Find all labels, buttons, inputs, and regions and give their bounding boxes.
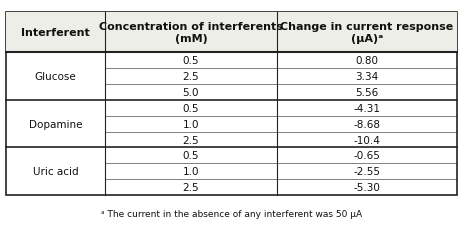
Text: -8.68: -8.68 [353, 119, 380, 129]
Text: 0.80: 0.80 [356, 56, 378, 66]
Bar [6, 13, 457, 195]
Text: 5.0: 5.0 [182, 87, 199, 97]
Text: Dopamine: Dopamine [29, 119, 82, 129]
Text: -0.65: -0.65 [354, 151, 380, 161]
Text: 2.5: 2.5 [182, 182, 199, 192]
Text: -5.30: -5.30 [354, 182, 380, 192]
Text: -10.4: -10.4 [354, 135, 380, 145]
Text: Glucose: Glucose [35, 72, 76, 82]
Text: 1.0: 1.0 [182, 167, 199, 176]
Text: 2.5: 2.5 [182, 135, 199, 145]
Text: 0.5: 0.5 [182, 56, 199, 66]
Text: 1.0: 1.0 [182, 119, 199, 129]
Text: Uric acid: Uric acid [33, 167, 78, 176]
Text: Concentration of interferents
(mM): Concentration of interferents (mM) [99, 22, 283, 43]
Text: Change in current response
(μA)ᵃ: Change in current response (μA)ᵃ [280, 22, 454, 43]
Text: 3.34: 3.34 [355, 72, 378, 82]
Text: ᵃ The current in the absence of any interferent was 50 μA: ᵃ The current in the absence of any inte… [101, 209, 362, 218]
Text: Interferent: Interferent [21, 28, 90, 38]
Bar [6, 13, 457, 53]
Text: 2.5: 2.5 [182, 72, 199, 82]
Text: -4.31: -4.31 [353, 103, 380, 113]
Text: -2.55: -2.55 [353, 167, 380, 176]
Text: 0.5: 0.5 [182, 151, 199, 161]
Text: 5.56: 5.56 [355, 87, 378, 97]
Text: 0.5: 0.5 [182, 103, 199, 113]
